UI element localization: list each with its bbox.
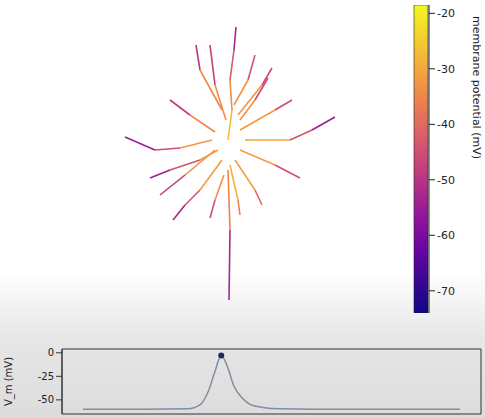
svg-text:-30: -30: [437, 63, 455, 76]
svg-text:-20: -20: [437, 7, 455, 20]
svg-text:-40: -40: [437, 118, 455, 131]
svg-text:-60: -60: [437, 229, 455, 242]
svg-text:-50: -50: [38, 394, 54, 405]
svg-text:-25: -25: [38, 371, 54, 382]
svg-text:-50: -50: [437, 174, 455, 187]
svg-text:0: 0: [48, 347, 54, 358]
svg-text:membrane potential (mV): membrane potential (mV): [470, 16, 483, 159]
svg-text:-70: -70: [437, 285, 455, 298]
svg-text:V_m (mV): V_m (mV): [3, 357, 15, 406]
